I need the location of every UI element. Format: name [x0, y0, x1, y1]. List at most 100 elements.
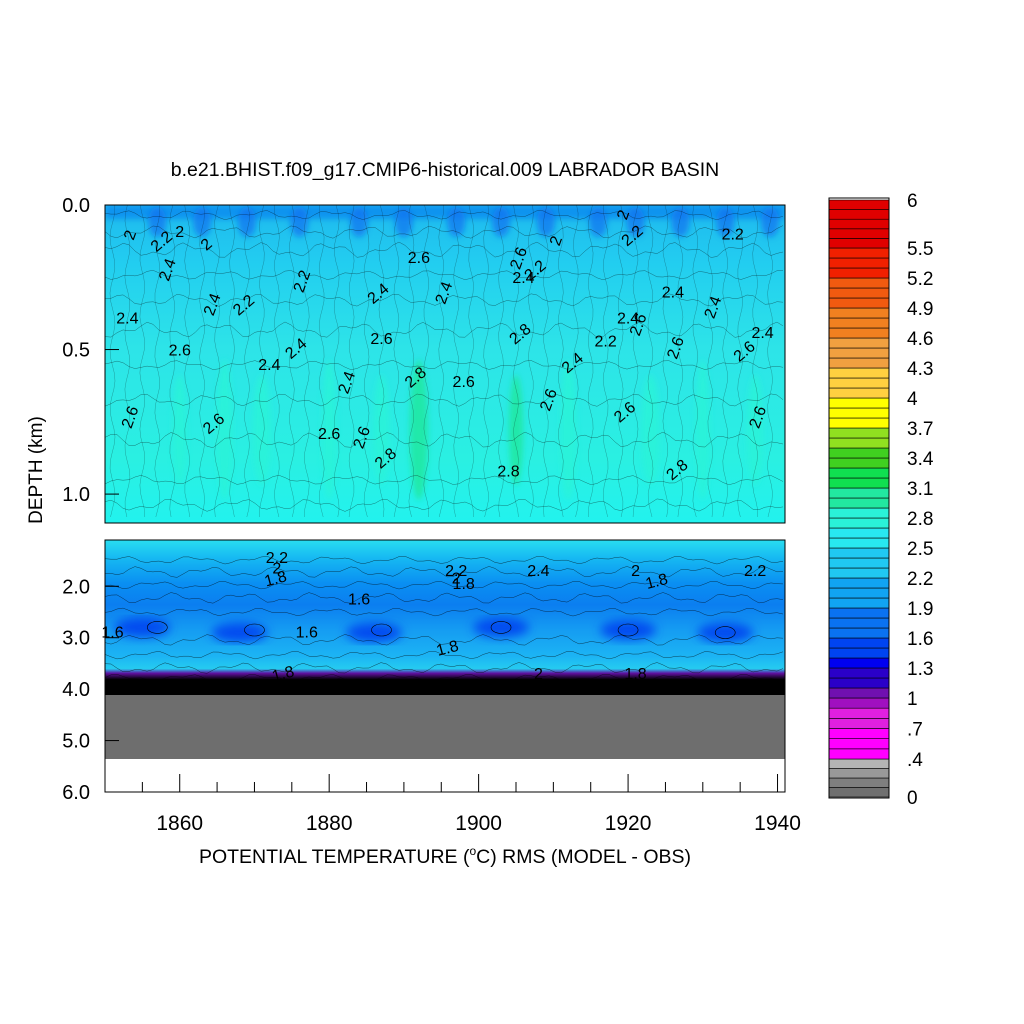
colorbar-bin — [828, 597, 890, 609]
contour-line — [423, 205, 430, 518]
colorbar-bin — [828, 277, 890, 289]
contour-label: 2.4 — [156, 257, 180, 284]
field-blob — [641, 375, 660, 485]
contour-line — [169, 205, 175, 518]
contour-line — [105, 360, 784, 370]
contour-line — [602, 205, 609, 518]
colorbar-tick-label: 6 — [907, 191, 918, 212]
contour-line — [692, 205, 699, 518]
contour-line — [105, 566, 784, 578]
contour-line — [214, 205, 220, 518]
colorbar-bin — [828, 587, 890, 599]
field-blob — [322, 360, 337, 500]
colorbar-tick-label: 3.7 — [907, 419, 933, 440]
contour-label: 2 — [272, 560, 281, 577]
contour-line — [393, 205, 400, 518]
contour-label: 2 — [452, 571, 461, 588]
x-tick-label: 1940 — [754, 812, 801, 835]
contour-line — [304, 205, 310, 518]
contour-label: 2 — [175, 224, 184, 241]
colorbar-tick-label: 1 — [907, 689, 918, 710]
colorbar-tick-label: 4 — [907, 389, 918, 410]
contour-line — [184, 205, 190, 518]
colorbar-bin — [828, 777, 890, 788]
colorbar-tick-label: 2.2 — [907, 569, 933, 590]
field-blob — [473, 617, 530, 638]
contour-label: 2.2 — [595, 334, 617, 351]
colorbar-tick-label: .7 — [907, 720, 923, 741]
y-axis-label: DEPTH (km) — [26, 416, 47, 524]
contour-line — [647, 205, 654, 518]
colorbar-bin — [828, 228, 890, 239]
contour-label: 2.4 — [662, 285, 684, 302]
y-tick-label: 4.0 — [62, 679, 90, 701]
contour-label: 2.6 — [169, 342, 191, 359]
field-blob — [697, 622, 754, 643]
y-tick-label: 5.0 — [62, 731, 90, 753]
colorbar-bin — [828, 738, 890, 750]
contour-line — [752, 205, 758, 518]
contour-line — [707, 205, 714, 518]
contour-label: 2.2 — [266, 550, 288, 567]
field-blob — [211, 622, 268, 643]
contour-line — [438, 205, 445, 518]
colorbar-bin — [828, 477, 890, 489]
contour-label: 2.4 — [433, 280, 457, 307]
contour-line — [587, 205, 594, 518]
contour-line — [767, 205, 773, 518]
contour-line — [318, 205, 325, 518]
colorbar-bin — [828, 209, 890, 220]
contour-label: 2.6 — [627, 311, 651, 338]
colorbar-tick-label: 4.6 — [907, 329, 933, 350]
contour-line — [105, 293, 784, 307]
contour-line — [333, 205, 340, 518]
contour-line — [498, 205, 504, 518]
contour-label: 2.6 — [370, 331, 392, 348]
colorbar-bin — [828, 307, 890, 319]
contour-line — [528, 205, 534, 518]
lower-panel-fill — [105, 540, 785, 695]
colorbar-bin — [828, 238, 890, 249]
field-blob — [346, 622, 403, 643]
contour-line — [229, 205, 235, 518]
colorbar-bin — [828, 267, 890, 279]
contour-line — [105, 475, 784, 485]
colorbar-bin — [828, 437, 890, 449]
contour-line — [714, 626, 736, 639]
contour-line — [105, 321, 784, 338]
y-axis-lower: 2.0 3.0 4.0 5.0 6.0 — [62, 576, 119, 804]
colorbar-bin — [828, 247, 890, 259]
colorbar-bin — [828, 287, 890, 299]
contour-label: 2.4 — [527, 563, 549, 580]
colorbar-bin — [828, 607, 890, 619]
contour-line — [105, 650, 784, 660]
contour-label: 1.8 — [453, 576, 475, 593]
field-blob — [373, 375, 390, 485]
colorbar-bin — [828, 218, 890, 230]
contour-label: 2.6 — [747, 404, 771, 431]
colorbar-bin — [828, 297, 890, 309]
contour-label: 2.6 — [507, 245, 531, 272]
colorbar-tick-label: .4 — [907, 750, 923, 771]
x-axis-label-degree: o — [469, 844, 476, 858]
contour-line — [105, 634, 784, 646]
colorbar-tick-label: 5.2 — [907, 269, 933, 290]
field-blob — [252, 375, 271, 485]
contour-label: 1.8 — [270, 663, 296, 685]
y-tick-label: 0.0 — [62, 195, 90, 217]
colorbar-bin — [828, 627, 890, 639]
lower-panel: 2.221.81.61.6 1.61.82.221.81.82.422 1.81.8… — [101, 539, 786, 793]
contour-label: 2.4 — [702, 294, 726, 321]
colorbar-bin — [828, 577, 890, 589]
contour-line — [124, 205, 131, 518]
contour-line — [105, 607, 784, 617]
colorbar-bin — [828, 327, 890, 339]
upper-panel: 2 2.2 22.422.42.4 2.22.62.6 2.62.42.22.42.6 2… — [104, 204, 786, 524]
contour-line — [105, 431, 784, 448]
contour-line — [199, 205, 205, 518]
colorbar-bin — [828, 357, 890, 369]
colorbar-bin — [828, 487, 890, 499]
colorbar-bin — [828, 527, 890, 539]
colorbar-bin — [828, 347, 890, 359]
x-tick-label: 1900 — [455, 812, 502, 835]
